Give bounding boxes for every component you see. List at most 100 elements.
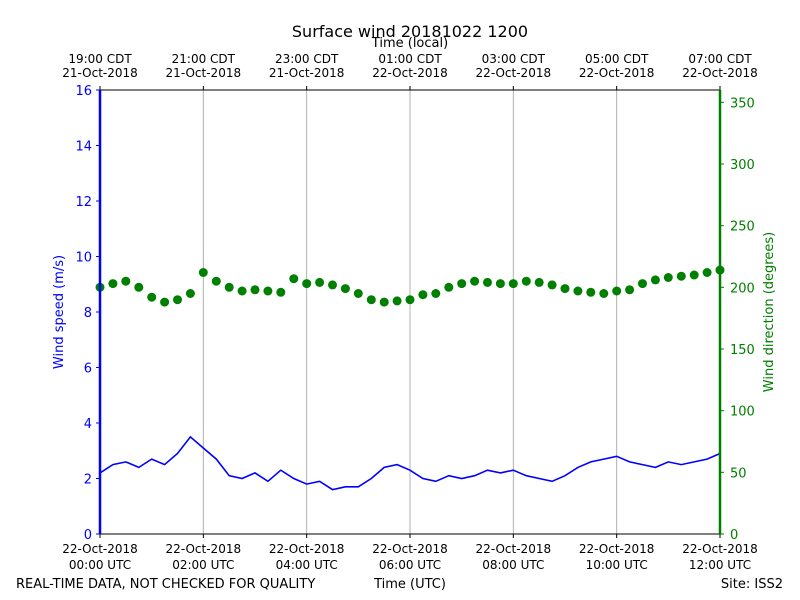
x-top-tick-date: 21-Oct-2018 — [62, 66, 138, 80]
wind-direction-point — [457, 279, 467, 289]
wind-direction-point — [663, 273, 673, 282]
wind-direction-point — [702, 268, 712, 277]
wind-direction-point — [612, 286, 622, 296]
x-bottom-tick-time: 02:00 UTC — [172, 558, 234, 572]
wind-direction-point — [237, 286, 247, 296]
y-left-axis-label: Wind speed (m/s) — [52, 255, 67, 369]
y-left-tick-label: 0 — [84, 528, 92, 543]
y-right-tick-label: 250 — [730, 220, 755, 235]
wind-direction-point — [328, 280, 337, 290]
x-top-tick-time: 21:00 CDT — [172, 52, 236, 66]
wind-direction-point — [198, 268, 208, 277]
x-bottom-tick-time: 00:00 UTC — [69, 558, 131, 572]
wind-direction-point — [353, 289, 363, 298]
wind-direction-point — [263, 286, 273, 296]
x-top-tick-date: 21-Oct-2018 — [269, 66, 345, 80]
wind-direction-point — [392, 296, 402, 306]
wind-direction-point — [302, 279, 312, 289]
x-top-tick-date: 21-Oct-2018 — [166, 66, 242, 80]
wind-direction-point — [315, 277, 325, 287]
x-bottom-tick-date: 22-Oct-2018 — [62, 542, 138, 556]
y-right-tick-label: 300 — [730, 158, 755, 173]
x-top-tick-date: 22-Oct-2018 — [372, 66, 448, 80]
top-axis-label: Time (local) — [371, 36, 448, 51]
y-right-axis-label: Wind direction (degrees) — [762, 232, 777, 392]
wind-direction-point — [676, 271, 686, 281]
x-top-tick-date: 22-Oct-2018 — [476, 66, 552, 80]
wind-speed-line — [99, 435, 721, 491]
wind-direction-point — [495, 279, 505, 289]
x-top-tick-time: 05:00 CDT — [585, 52, 649, 66]
y-right-tick-label: 200 — [730, 281, 755, 296]
wind-direction-point — [379, 297, 389, 307]
y-left-tick-label: 16 — [75, 84, 92, 99]
wind-direction-point — [185, 289, 195, 298]
x-top-tick-date: 22-Oct-2018 — [682, 66, 758, 80]
wind-direction-point — [689, 270, 699, 280]
wind-direction-point — [134, 282, 144, 292]
x-bottom-tick-date: 22-Oct-2018 — [269, 542, 345, 556]
y-right-tick-label: 50 — [730, 466, 747, 481]
wind-direction-point — [483, 277, 492, 287]
x-axis-label: Time (UTC) — [373, 577, 446, 592]
x-bottom-tick-time: 08:00 UTC — [482, 558, 544, 572]
tick-layer: 0 2 4 6 8 10 12 14 16 0 50 100 150 200 250 300 350 22-Oct… — [62, 52, 758, 572]
wind-direction-point — [431, 289, 441, 298]
y-left-tick-label: 4 — [84, 417, 92, 432]
x-bottom-tick-date: 22-Oct-2018 — [682, 542, 758, 556]
x-top-tick-time: 01:00 CDT — [378, 52, 442, 66]
chart-title: Surface wind 20181022 1200 — [292, 22, 528, 41]
vertical-grid — [202, 90, 618, 534]
x-bottom-tick-time: 12:00 UTC — [689, 558, 751, 572]
x-bottom-tick-date: 22-Oct-2018 — [579, 542, 655, 556]
wind-direction-point — [340, 284, 350, 294]
y-left-tick-label: 14 — [75, 140, 92, 155]
wind-direction-point — [470, 276, 480, 286]
y-right-tick-label: 100 — [730, 405, 755, 420]
wind-direction-point — [250, 285, 260, 295]
x-top-tick-time: 07:00 CDT — [688, 52, 752, 66]
series-layer — [95, 265, 725, 491]
wind-direction-point — [211, 276, 221, 286]
wind-direction-point — [418, 290, 428, 300]
wind-direction-point — [508, 279, 518, 289]
wind-direction-point — [444, 282, 454, 292]
wind-direction-point — [625, 285, 635, 295]
wind-direction-point — [147, 292, 157, 302]
wind-direction-point — [586, 287, 596, 297]
wind-direction-point — [121, 276, 131, 286]
wind-direction-point — [224, 282, 234, 292]
quality-disclaimer: REAL-TIME DATA, NOT CHECKED FOR QUALITY — [16, 577, 315, 592]
wind-direction-point — [521, 276, 531, 286]
x-bottom-tick-date: 22-Oct-2018 — [476, 542, 552, 556]
x-bottom-tick-date: 22-Oct-2018 — [166, 542, 242, 556]
y-left-tick-label: 2 — [84, 473, 92, 488]
wind-direction-point — [405, 295, 415, 305]
x-top-tick-time: 19:00 CDT — [68, 52, 132, 66]
x-bottom-tick-date: 22-Oct-2018 — [372, 542, 448, 556]
wind-direction-point — [289, 274, 299, 284]
y-left-tick-label: 6 — [84, 362, 92, 377]
x-bottom-tick-time: 06:00 UTC — [379, 558, 441, 572]
x-top-tick-time: 23:00 CDT — [275, 52, 339, 66]
wind-direction-point — [108, 279, 118, 289]
y-left-tick-label: 10 — [75, 251, 92, 266]
x-top-tick-date: 22-Oct-2018 — [579, 66, 655, 80]
y-right-tick-label: 150 — [730, 343, 755, 358]
x-bottom-tick-time: 10:00 UTC — [586, 558, 648, 572]
wind-direction-point — [173, 295, 182, 305]
wind-direction-point — [276, 287, 286, 297]
site-label: Site: ISS2 — [721, 577, 783, 592]
x-top-tick-time: 03:00 CDT — [482, 52, 546, 66]
wind-direction-point — [573, 286, 583, 296]
wind-direction-point — [599, 289, 609, 298]
wind-direction-point — [638, 279, 647, 289]
wind-direction-point — [547, 280, 557, 290]
y-left-tick-label: 12 — [75, 195, 92, 210]
wind-direction-point — [160, 297, 170, 307]
y-left-tick-label: 8 — [84, 306, 92, 321]
wind-direction-point — [560, 284, 570, 294]
wind-direction-point — [366, 295, 376, 305]
wind-direction-point — [534, 277, 544, 287]
